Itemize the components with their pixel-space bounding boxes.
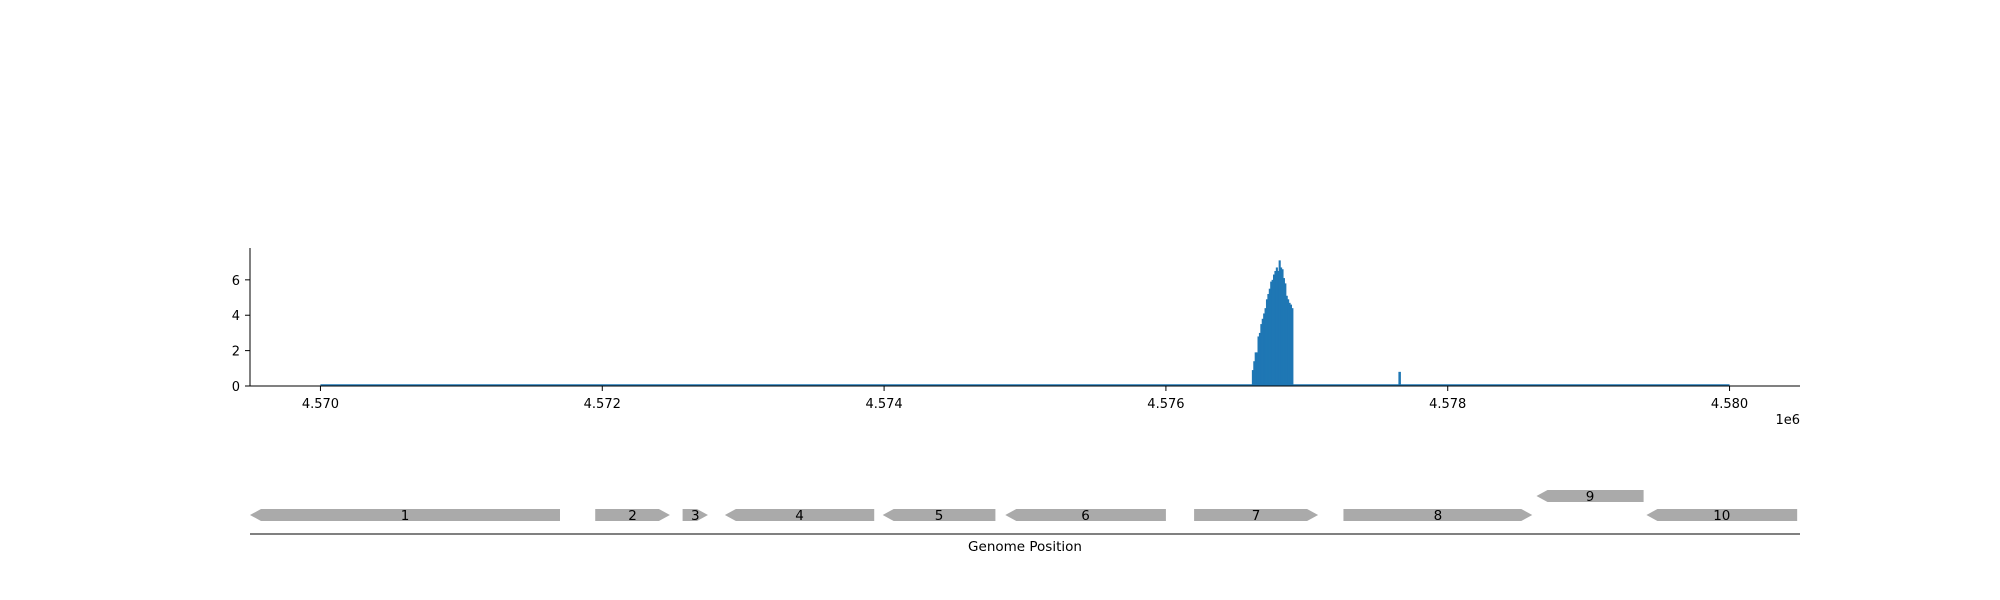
x-tick-label: 4.574 bbox=[865, 397, 902, 412]
gene-arrow-3 bbox=[682, 509, 708, 521]
coverage-bar bbox=[1288, 302, 1291, 386]
gene-track: 1 2 3 4 5 6 7 8 9 10 Genome Position bbox=[250, 489, 1800, 555]
gene-arrows: 1 2 3 4 5 6 7 8 9 10 bbox=[250, 489, 1798, 524]
coverage-bar bbox=[1273, 274, 1276, 386]
y-ticks: 0 2 4 6 bbox=[232, 274, 250, 395]
x-tick-label: 4.578 bbox=[1429, 397, 1466, 412]
gene-label-9: 9 bbox=[1586, 489, 1595, 505]
y-tick-label: 0 bbox=[232, 380, 240, 395]
gene-label-2: 2 bbox=[628, 508, 637, 524]
coverage-bar bbox=[1280, 267, 1283, 386]
gene-arrow-9 bbox=[1536, 490, 1644, 502]
coverage-bar bbox=[1271, 279, 1274, 386]
gene-label-1: 1 bbox=[401, 508, 410, 524]
coverage-bar bbox=[1268, 288, 1271, 386]
gene-arrow-5 bbox=[882, 509, 996, 521]
gene-label-7: 7 bbox=[1252, 508, 1261, 524]
gene-arrow-4 bbox=[724, 509, 875, 521]
y-tick-label: 2 bbox=[232, 345, 240, 360]
coverage-bars bbox=[1251, 260, 1401, 386]
x-offset-label: 1e6 bbox=[1775, 413, 1800, 428]
gene-track-xlabel: Genome Position bbox=[968, 539, 1082, 555]
coverage-bar bbox=[1257, 336, 1260, 386]
coverage-bar bbox=[1281, 269, 1284, 386]
coverage-bar bbox=[1260, 324, 1263, 386]
gene-label-8: 8 bbox=[1434, 508, 1443, 524]
gene-arrow-7 bbox=[1194, 509, 1319, 521]
x-tick-label: 4.580 bbox=[1711, 397, 1748, 412]
coverage-bar bbox=[1275, 267, 1278, 386]
x-tick-label: 4.570 bbox=[302, 397, 339, 412]
gene-label-5: 5 bbox=[935, 508, 944, 524]
gene-label-3: 3 bbox=[691, 508, 700, 524]
coverage-bar bbox=[1289, 304, 1293, 386]
coverage-bar bbox=[1284, 283, 1287, 386]
gene-arrow-8 bbox=[1343, 509, 1533, 521]
coverage-bar bbox=[1278, 260, 1281, 386]
coverage-bar bbox=[1261, 318, 1264, 386]
coverage-bar bbox=[1251, 370, 1254, 386]
coverage-bar bbox=[1267, 294, 1270, 386]
coverage-bar bbox=[1256, 352, 1259, 386]
coverage-bar bbox=[1287, 299, 1290, 386]
coverage-bar bbox=[1277, 271, 1280, 386]
coverage-bar bbox=[1265, 299, 1269, 386]
coverage-bar bbox=[1274, 271, 1277, 386]
coverage-bar bbox=[1253, 361, 1256, 386]
x-tick-label: 4.576 bbox=[1147, 397, 1184, 412]
gene-arrow-2 bbox=[595, 509, 670, 521]
coverage-bar bbox=[1285, 295, 1288, 386]
x-ticks: 4.570 4.572 4.574 4.576 4.578 4.580 bbox=[302, 386, 1748, 412]
y-tick-label: 6 bbox=[232, 274, 240, 289]
coverage-bar bbox=[1264, 308, 1267, 386]
y-tick-label: 4 bbox=[232, 309, 240, 324]
coverage-bar bbox=[1282, 278, 1285, 386]
coverage-bar bbox=[1270, 281, 1273, 386]
coverage-bar bbox=[1263, 313, 1266, 386]
coverage-bar bbox=[1254, 352, 1257, 386]
gene-arrow-1 bbox=[250, 509, 560, 521]
coverage-bar bbox=[1291, 308, 1294, 386]
gene-arrow-10 bbox=[1646, 509, 1798, 521]
gene-label-6: 6 bbox=[1081, 508, 1090, 524]
coverage-bar bbox=[1398, 371, 1401, 386]
gene-label-4: 4 bbox=[795, 508, 804, 524]
x-tick-label: 4.572 bbox=[584, 397, 621, 412]
gene-arrow-6 bbox=[1005, 509, 1166, 521]
gene-label-10: 10 bbox=[1713, 508, 1730, 524]
coverage-axes: 4.570 4.572 4.574 4.576 4.578 4.580 0 2 4 6 1e6 bbox=[232, 248, 1800, 428]
coverage-bar bbox=[1258, 332, 1262, 386]
